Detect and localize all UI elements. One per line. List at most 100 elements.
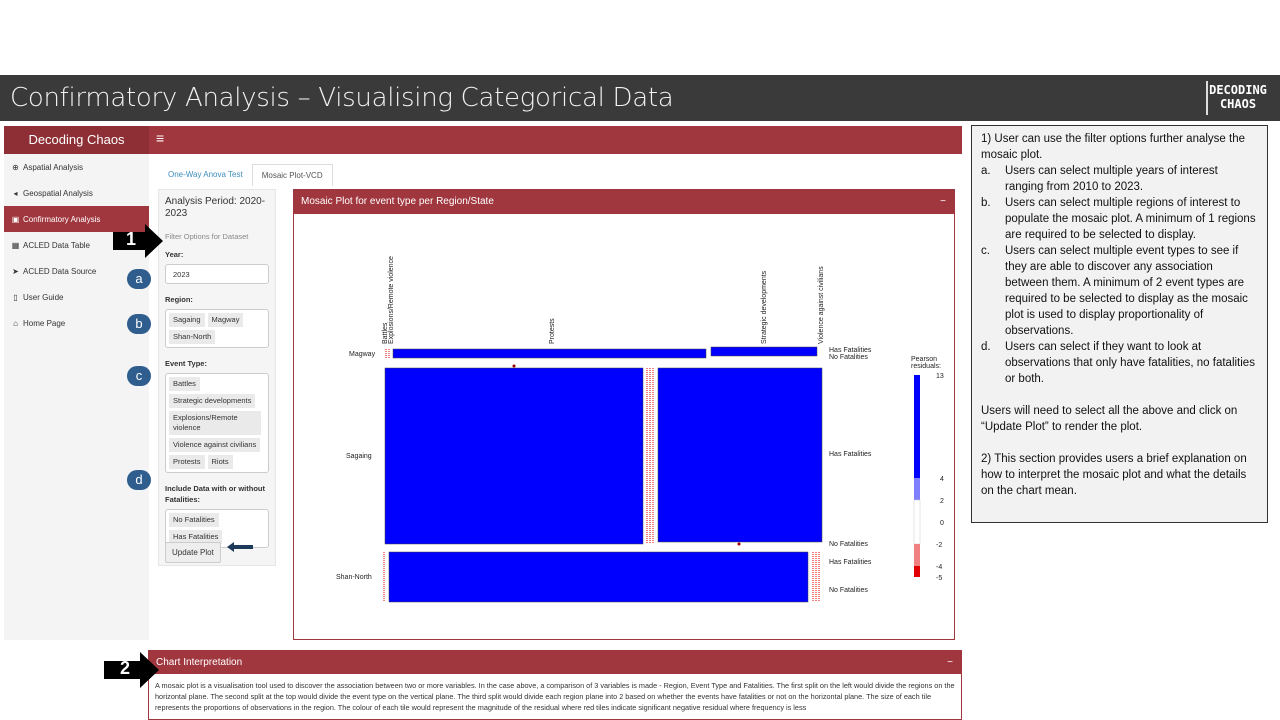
fatality-label: Has Fatalities bbox=[829, 451, 872, 458]
notes-section2: 2) This section provides users a brief e… bbox=[981, 453, 1247, 497]
tile-sagaing-strategic bbox=[657, 367, 823, 543]
event-type-label: Event Type: bbox=[165, 359, 207, 368]
main-content: One-Way Anova Test Mosaic Plot-VCD Analy… bbox=[149, 154, 962, 640]
top-label-explosions: Explosions/Remote violence bbox=[388, 256, 395, 344]
note-item: d. Users can select if they want to look … bbox=[981, 341, 1255, 385]
notes-panel: 1) User can use the filter options furth… bbox=[971, 125, 1268, 523]
home-icon: ⌂ bbox=[13, 318, 18, 328]
sidebar-item-data-source[interactable]: ➤ ACLED Data Source bbox=[12, 266, 97, 276]
year-select[interactable]: 2023 bbox=[165, 264, 269, 284]
filter-panel: Analysis Period: 2020-2023 Filter Option… bbox=[158, 189, 276, 566]
row-label-magway: Magway bbox=[349, 351, 376, 358]
year-value: 2023 bbox=[173, 270, 190, 279]
plot-minimize-button[interactable]: − bbox=[940, 196, 946, 207]
sidebar-item-home[interactable]: ⌂ Home Page bbox=[4, 310, 149, 336]
annotation-arrow-1 bbox=[113, 224, 163, 258]
decoding-chaos-logo: DECODING CHAOS bbox=[1206, 81, 1268, 115]
fatalities-label: Include Data with or without Fatalities: bbox=[165, 484, 265, 504]
sidebar-item-user-guide[interactable]: ▯ User Guide bbox=[4, 284, 149, 310]
legend-tick: 2 bbox=[940, 498, 944, 505]
tile-magway-explosions bbox=[392, 348, 707, 359]
update-arrow-icon bbox=[227, 542, 253, 552]
legend-tick: -2 bbox=[936, 542, 942, 549]
interpretation-text: A mosaic plot is a visualisation tool us… bbox=[155, 681, 955, 712]
top-label-strategic: Strategic developments bbox=[761, 270, 768, 344]
fatality-label: No Fatalities bbox=[829, 354, 868, 361]
event-chip[interactable]: Protests bbox=[169, 455, 205, 469]
update-plot-button[interactable]: Update Plot bbox=[165, 542, 221, 563]
dashboard-app: Decoding Chaos ≡ ⊕ Aspatial Analysis ◂ Geo… bbox=[4, 126, 962, 640]
event-chip[interactable]: Battles bbox=[169, 377, 200, 391]
legend-tick: -5 bbox=[936, 575, 942, 582]
region-chip[interactable]: Magway bbox=[207, 313, 244, 327]
event-chip[interactable]: Explosions/Remote violence bbox=[169, 411, 261, 435]
region-label: Region: bbox=[165, 295, 193, 304]
analysis-period-title: Analysis Period: 2020-2023 bbox=[165, 196, 266, 219]
slide-banner: Confirmatory Analysis – Visualising Cate… bbox=[0, 75, 1280, 121]
sidebar-item-geospatial[interactable]: ◂ Geospatial Analysis bbox=[4, 180, 149, 206]
tab-bar: One-Way Anova Test Mosaic Plot-VCD bbox=[159, 164, 333, 186]
tab-mosaic[interactable]: Mosaic Plot-VCD bbox=[251, 164, 333, 186]
notes-intro: 1) User can use the filter options furth… bbox=[981, 133, 1246, 161]
annotation-circle-b: b bbox=[127, 314, 151, 334]
top-label-violence: Violence against civilians bbox=[818, 266, 825, 344]
annotation-arrow-2 bbox=[104, 652, 159, 688]
year-label: Year: bbox=[165, 250, 184, 259]
interpretation-minimize-button[interactable]: − bbox=[947, 657, 953, 668]
tile-shan-battles bbox=[388, 551, 809, 603]
event-chip[interactable]: Violence against civilians bbox=[169, 438, 261, 452]
region-chip[interactable]: Sagaing bbox=[169, 313, 205, 327]
legend-tick: -4 bbox=[936, 564, 942, 571]
row-label-sagaing: Sagaing bbox=[346, 453, 372, 460]
legend-band-neutral bbox=[913, 499, 921, 545]
fatality-chip[interactable]: No Fatalities bbox=[169, 513, 219, 527]
region-select[interactable]: Sagaing Magway Shan-North bbox=[165, 309, 269, 348]
legend-band-high bbox=[914, 375, 920, 478]
tile-marker bbox=[737, 542, 741, 546]
plot-title: Mosaic Plot for event type per Region/St… bbox=[301, 196, 494, 207]
tab-anova[interactable]: One-Way Anova Test bbox=[168, 170, 243, 179]
sidebar-item-data-table[interactable]: ▦ ACLED Data Table bbox=[11, 240, 90, 250]
event-type-select[interactable]: Battles Strategic developments Explosion… bbox=[165, 373, 269, 473]
legend-title: residuals: bbox=[911, 363, 941, 370]
clipboard-icon: ▣ bbox=[11, 214, 20, 224]
interpretation-title: Chart Interpretation bbox=[156, 657, 243, 668]
fatality-label: Has Fatalities bbox=[829, 559, 872, 566]
fatality-label: Has Fatalities bbox=[829, 347, 872, 354]
interpretation-header: Chart Interpretation − bbox=[149, 651, 961, 674]
file-icon: ▯ bbox=[13, 292, 18, 302]
legend-band-low bbox=[914, 566, 920, 577]
tile-sagaing-battles bbox=[384, 367, 644, 545]
annotation-circle-a: a bbox=[127, 269, 151, 289]
tile-marker bbox=[512, 364, 516, 368]
sidebar-item-aspatial[interactable]: ⊕ Aspatial Analysis bbox=[12, 162, 84, 172]
region-chip[interactable]: Shan-North bbox=[169, 330, 216, 344]
location-arrow-icon: ◂ bbox=[13, 188, 18, 198]
globe-icon: ⊕ bbox=[12, 162, 19, 172]
brand-title[interactable]: Decoding Chaos bbox=[4, 126, 149, 154]
legend-band-mid-high bbox=[914, 478, 920, 500]
fatality-chip[interactable]: Has Fatalities bbox=[169, 530, 223, 544]
legend-title: Pearson bbox=[911, 356, 937, 363]
note-item: c. Users can select multiple event types … bbox=[981, 245, 1248, 337]
top-label-battles: Battles bbox=[382, 322, 389, 344]
sidebar-item-confirmatory[interactable]: ▣ Confirmatory Analysis bbox=[4, 206, 149, 232]
legend-tick: 4 bbox=[940, 476, 944, 483]
fatality-label: No Fatalities bbox=[829, 541, 868, 548]
mosaic-plot-box: Mosaic Plot for event type per Region/St… bbox=[293, 189, 955, 640]
fatalities-select[interactable]: No Fatalities Has Fatalities bbox=[165, 509, 269, 548]
slide-title: Confirmatory Analysis – Visualising Cate… bbox=[10, 83, 674, 113]
event-chip[interactable]: Strategic developments bbox=[169, 394, 256, 408]
hamburger-icon[interactable]: ≡ bbox=[156, 130, 165, 146]
note-item: a. Users can select multiple years of int… bbox=[981, 165, 1218, 193]
event-chip[interactable]: Riots bbox=[207, 455, 233, 469]
fatality-label: No Fatalities bbox=[829, 587, 868, 594]
chart-interpretation-box: Chart Interpretation − A mosaic plot is … bbox=[148, 650, 962, 720]
plot-header: Mosaic Plot for event type per Region/St… bbox=[294, 190, 954, 214]
send-icon: ➤ bbox=[12, 266, 19, 276]
annotation-number-1: 1 bbox=[126, 229, 137, 249]
app-header: Decoding Chaos ≡ bbox=[4, 126, 962, 154]
note-item: b. Users can select multiple regions of i… bbox=[981, 197, 1256, 241]
table-icon: ▦ bbox=[11, 240, 20, 250]
annotation-number-2: 2 bbox=[120, 658, 131, 678]
